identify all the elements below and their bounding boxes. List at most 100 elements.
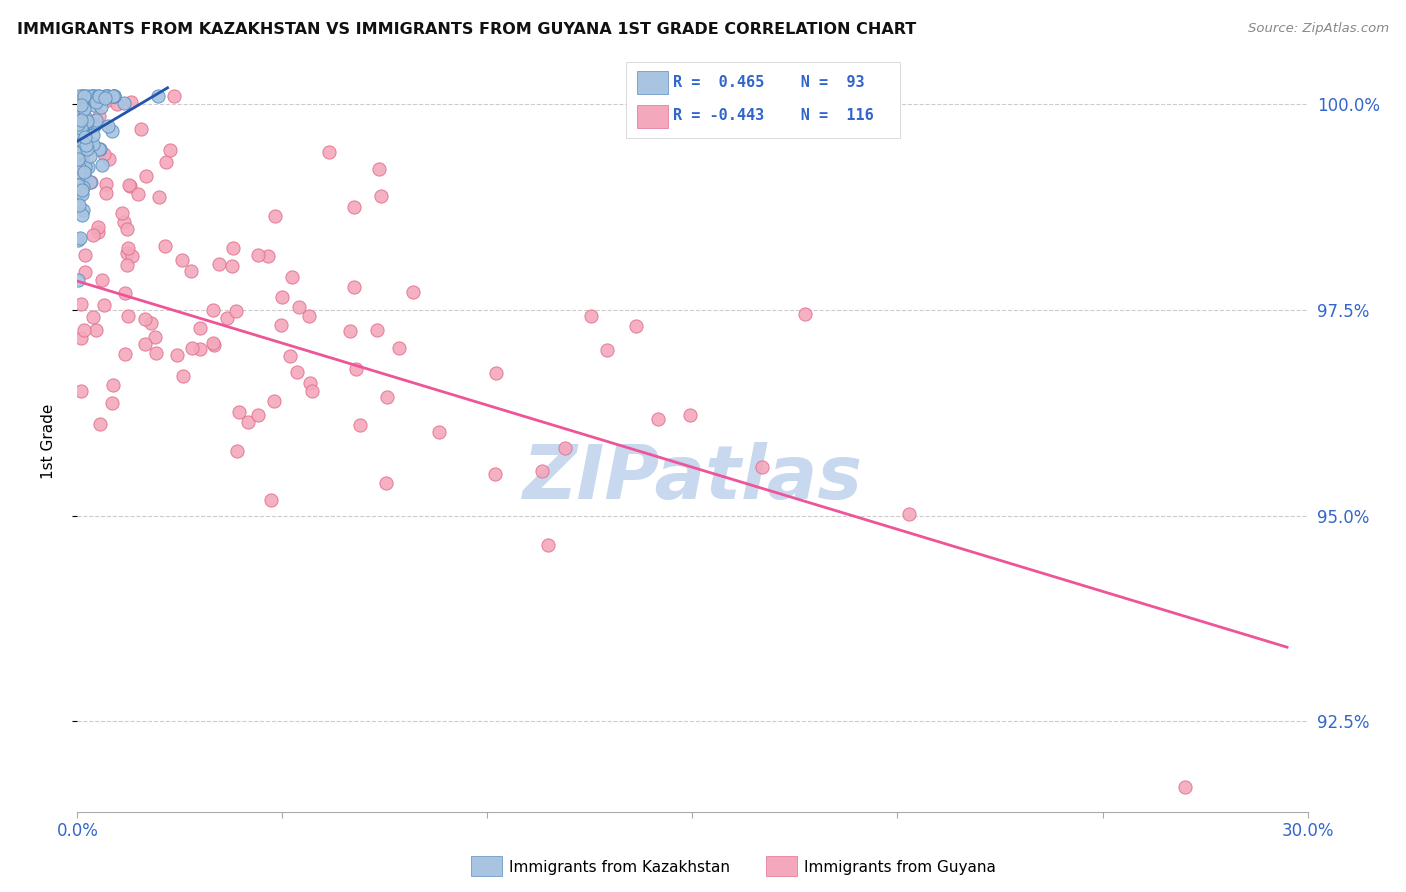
Point: [201, 336, 224, 351]
Point: [257, 249, 280, 263]
Point: [343, 201, 366, 215]
Point: [70, 151, 93, 165]
Point: [111, 206, 134, 220]
Point: [73, 165, 96, 179]
Point: [75, 137, 97, 152]
Point: [67, 165, 90, 179]
Point: [228, 405, 250, 419]
Point: [145, 345, 167, 359]
Point: [93, 146, 115, 161]
Point: [117, 310, 139, 324]
Point: [225, 303, 247, 318]
Point: [285, 365, 308, 379]
Point: [288, 300, 311, 314]
Point: [79, 175, 101, 189]
Point: [73, 144, 96, 158]
Point: [155, 155, 177, 169]
Point: [264, 209, 287, 223]
Point: [278, 349, 301, 363]
Point: [793, 307, 815, 321]
Point: [67, 178, 90, 193]
Point: [271, 290, 294, 304]
Point: [115, 258, 138, 272]
Point: [86, 95, 108, 109]
Point: [579, 309, 602, 323]
Point: [70, 113, 93, 128]
Point: [97, 152, 120, 166]
Point: [73, 168, 96, 182]
Point: [67, 273, 90, 287]
Point: [87, 219, 110, 234]
Point: [86, 95, 108, 110]
Point: [367, 162, 389, 177]
Text: Source: ZipAtlas.com: Source: ZipAtlas.com: [1249, 22, 1389, 36]
Point: [77, 160, 100, 174]
Point: [72, 129, 94, 144]
Point: [67, 233, 90, 247]
Point: [67, 115, 90, 129]
Point: [190, 342, 212, 356]
Point: [297, 309, 319, 323]
Point: [281, 270, 304, 285]
Point: [70, 297, 93, 311]
Point: [76, 91, 98, 105]
Point: [105, 97, 128, 112]
Point: [344, 362, 367, 376]
Point: [96, 89, 118, 103]
Point: [89, 417, 111, 431]
Point: [79, 175, 101, 189]
Point: [70, 208, 93, 222]
Point: [79, 149, 101, 163]
Point: [73, 89, 96, 103]
Point: [117, 241, 139, 255]
Point: [172, 369, 194, 384]
Point: [67, 117, 90, 131]
Point: [215, 311, 238, 326]
Point: [67, 197, 90, 211]
Point: [134, 311, 156, 326]
Point: [135, 169, 157, 183]
Point: [221, 259, 243, 273]
Point: [73, 136, 96, 150]
Point: [87, 109, 110, 123]
Point: [67, 118, 90, 132]
Point: [67, 89, 90, 103]
Point: [537, 538, 560, 552]
Point: [370, 189, 392, 203]
Point: [73, 110, 96, 124]
Point: [72, 158, 94, 172]
Point: [96, 89, 118, 103]
Point: [70, 126, 93, 140]
Point: [120, 179, 142, 194]
Point: [76, 113, 98, 128]
Point: [73, 130, 96, 145]
Point: [180, 264, 202, 278]
Point: [375, 390, 398, 404]
Point: [72, 183, 94, 197]
Point: [87, 142, 110, 156]
Point: [94, 89, 117, 103]
Point: [166, 348, 188, 362]
Point: [67, 92, 90, 106]
Point: [72, 180, 94, 194]
Point: [484, 467, 506, 481]
Point: [247, 248, 270, 262]
Point: [76, 91, 98, 105]
Point: [117, 221, 139, 235]
Point: [141, 316, 163, 330]
Point: [97, 119, 120, 133]
Point: [69, 147, 91, 161]
Point: [129, 121, 152, 136]
Point: [83, 98, 105, 112]
Text: IMMIGRANTS FROM KAZAKHSTAN VS IMMIGRANTS FROM GUYANA 1ST GRADE CORRELATION CHART: IMMIGRANTS FROM KAZAKHSTAN VS IMMIGRANTS…: [17, 22, 917, 37]
Point: [236, 415, 259, 429]
Point: [202, 337, 225, 351]
Point: [270, 318, 292, 332]
Point: [73, 89, 96, 103]
Point: [121, 249, 143, 263]
Point: [626, 318, 648, 333]
Point: [94, 178, 117, 192]
Point: [143, 330, 166, 344]
Point: [349, 418, 371, 433]
Point: [87, 225, 110, 239]
